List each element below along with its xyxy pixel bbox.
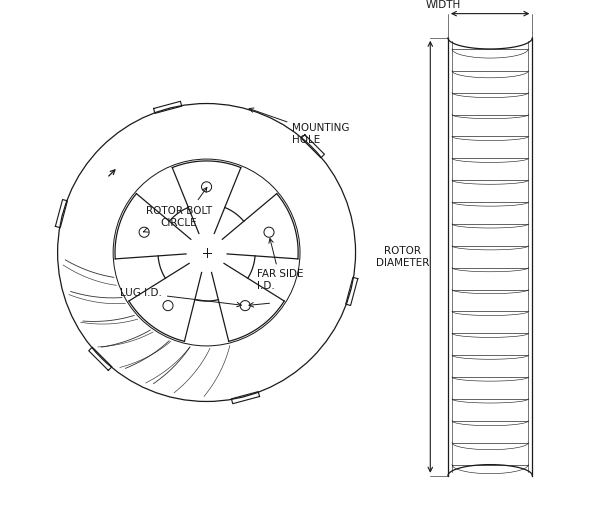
Text: ROTOR
DIAMETER: ROTOR DIAMETER	[376, 246, 429, 268]
Text: MOUNTING
HOLE: MOUNTING HOLE	[249, 108, 350, 144]
Text: ROTOR BOLT
CIRCLE: ROTOR BOLT CIRCLE	[143, 207, 212, 232]
Text: FAR SIDE
I.D.: FAR SIDE I.D.	[257, 238, 304, 291]
Text: ROTOR
WIDTH: ROTOR WIDTH	[424, 0, 461, 10]
Text: LUG I.D.: LUG I.D.	[120, 288, 241, 307]
